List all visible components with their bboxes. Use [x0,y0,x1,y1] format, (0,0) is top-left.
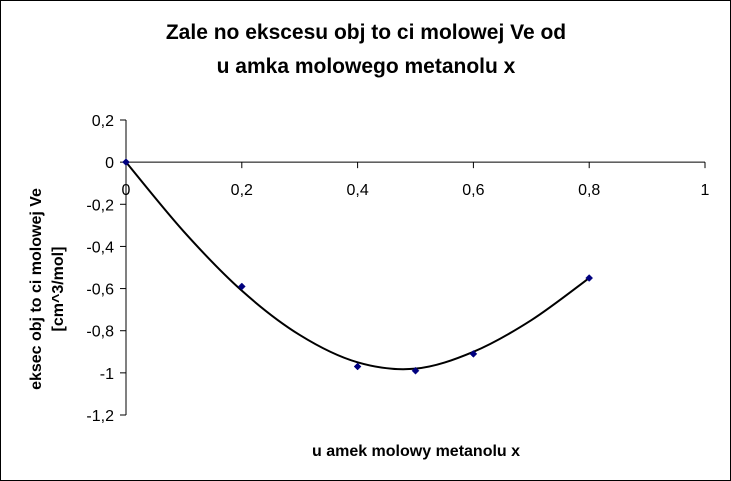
data-point [237,282,246,291]
x-tick-label: 0,6 [462,182,484,199]
data-point [353,362,362,371]
x-tick-label: 0,2 [231,182,253,199]
y-tick-label: -0,8 [86,324,114,341]
y-tick-label: -0,6 [86,282,114,299]
data-point [411,366,420,375]
y-tick-label: -1 [100,366,114,383]
data-point [122,158,130,166]
y-axis-title-line-2: [cm^3/mol] [50,247,67,332]
trendline [125,161,590,371]
y-tick-label: -0,2 [86,197,114,214]
data-points [122,158,594,375]
x-axis-title: u amek molowy metanolu x [312,443,520,460]
trendline-curve [125,161,590,371]
x-tick-label: 1 [701,182,710,199]
x-tick-label: 0,4 [346,182,368,199]
y-tick-label: 0 [105,155,114,172]
y-tick-label: -0,4 [86,239,114,256]
y-tick-label: -1,2 [86,408,114,425]
data-point [469,350,478,358]
chart-title: Zale no ekscesu obj to ci molowej Ve od … [166,21,566,78]
chart-title-line-1: Zale no ekscesu obj to ci molowej Ve od [166,21,566,44]
chart-title-line-2: u amka molowego metanolu x [217,55,516,78]
y-tick-label: 0,2 [92,113,114,130]
x-tick-label: 0 [122,182,131,199]
data-point [585,274,594,282]
y-axis-title: eksec obj to ci molowej Ve [cm^3/mol] [28,188,67,390]
y-axis-title-line-1: eksec obj to ci molowej Ve [28,188,45,390]
axes: 0,2 0 -0,2 -0,4 -0,6 -0,8 -1 -1,2 0 0,2 0,4 0,6 0,8 1 [86,113,709,425]
x-tick-label: 0,8 [578,182,600,199]
